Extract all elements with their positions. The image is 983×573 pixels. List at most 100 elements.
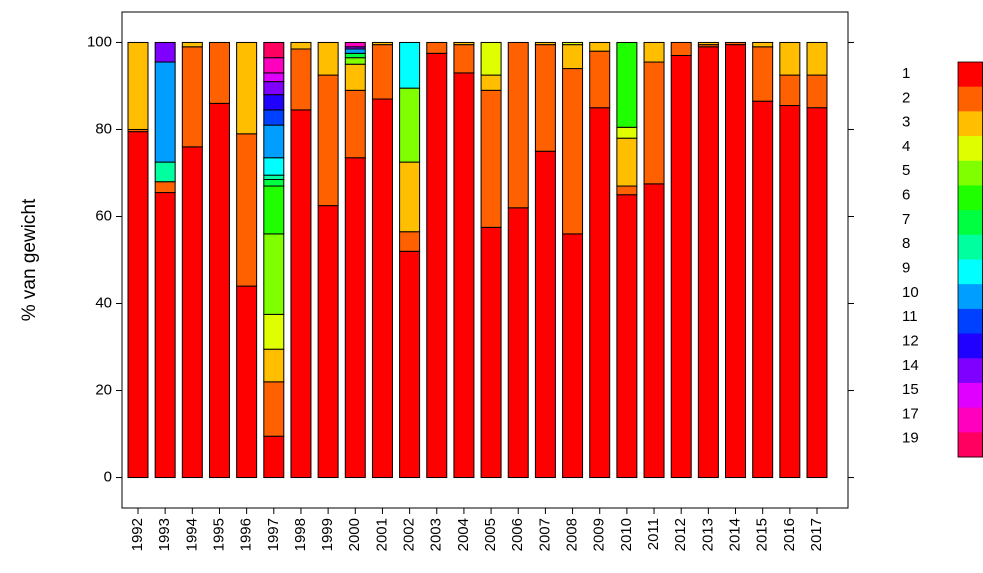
bar-segment <box>616 185 638 196</box>
legend-label: 1 <box>902 65 910 82</box>
y-tick-label: 40 <box>95 294 112 311</box>
legend-swatch <box>958 284 983 310</box>
y-tick-label: 80 <box>95 120 112 137</box>
bar-segment <box>643 41 665 63</box>
bar-segment <box>399 87 421 163</box>
x-tick-label: 1998 <box>292 518 309 551</box>
x-tick-label: 2012 <box>672 518 689 551</box>
bar-segment <box>507 207 529 479</box>
bar-segment <box>154 181 176 194</box>
bar-segment <box>725 44 747 479</box>
bar-segment <box>263 313 285 350</box>
bar-segment <box>263 109 285 126</box>
x-tick-label: 1992 <box>129 518 146 551</box>
bar-segment <box>263 41 285 59</box>
bar-segment <box>643 61 665 185</box>
x-tick-label: 2003 <box>428 518 445 551</box>
bar-segment <box>181 146 203 479</box>
bar-segment <box>154 161 176 183</box>
legend-swatch <box>958 382 983 409</box>
x-tick-label: 1993 <box>156 518 173 551</box>
bar-segment <box>317 74 339 207</box>
x-tick-label: 2006 <box>509 518 526 551</box>
x-tick-label: 1997 <box>265 518 282 551</box>
bar-segment <box>344 48 366 54</box>
bar-segment <box>317 41 339 76</box>
bar-segment <box>806 74 828 109</box>
bar-segment <box>344 63 366 91</box>
bar-segment <box>399 231 421 252</box>
bar-segment <box>480 74 502 91</box>
legend-label: 6 <box>902 187 910 204</box>
bar-segment <box>236 133 258 287</box>
bar-segment <box>236 41 258 135</box>
x-tick-label: 2016 <box>781 518 798 551</box>
legend-swatch <box>958 407 983 433</box>
y-tick-label: 0 <box>104 469 112 486</box>
bar-segment <box>344 157 366 479</box>
plot-frame <box>121 11 849 509</box>
bar-segment <box>589 107 611 479</box>
bar-segment <box>562 44 584 70</box>
bar-segment <box>725 41 747 46</box>
legend-label: 11 <box>902 308 918 325</box>
bar-segment <box>154 192 176 479</box>
x-tick-label: 2008 <box>564 518 581 551</box>
legend-swatch <box>958 308 983 335</box>
legend-label: 2 <box>902 89 910 106</box>
bar-segment <box>779 74 801 107</box>
legend-label: 9 <box>902 260 910 277</box>
bar-segment <box>752 46 774 102</box>
bar-segment <box>263 124 285 159</box>
x-tick-label: 2013 <box>699 518 716 551</box>
bar-segment <box>154 41 176 63</box>
bar-segment <box>127 41 149 130</box>
bar-segment <box>562 68 584 235</box>
x-tick-label: 2015 <box>754 518 771 551</box>
legend-label: 10 <box>902 284 919 301</box>
bar-segment <box>344 89 366 159</box>
bar-segment <box>263 72 285 83</box>
bar-segment <box>453 72 475 479</box>
x-tick-label: 1995 <box>210 518 227 551</box>
legend-label: 19 <box>902 430 919 447</box>
x-tick-label: 2002 <box>401 518 418 551</box>
bar-segment <box>154 61 176 163</box>
bar-segment <box>534 150 556 479</box>
legend-label: 17 <box>902 405 919 422</box>
bar-segment <box>263 57 285 74</box>
bar-segment <box>263 435 285 479</box>
x-tick-label: 2001 <box>373 518 390 551</box>
bar-segment <box>127 131 149 479</box>
bar-segment <box>181 46 203 148</box>
bar-segment <box>263 233 285 315</box>
x-tick-label: 2017 <box>808 518 825 551</box>
legend-swatch <box>958 432 983 458</box>
bar-segment <box>752 100 774 479</box>
bar-segment <box>263 94 285 111</box>
bar-segment <box>697 46 719 479</box>
bar-segment <box>263 157 285 176</box>
x-tick-label: 2007 <box>536 518 553 551</box>
bar-segment <box>806 41 828 76</box>
bar-segment <box>317 205 339 479</box>
x-tick-label: 1999 <box>319 518 336 551</box>
legend-swatch <box>958 210 983 236</box>
legend-label: 3 <box>902 114 910 131</box>
bar-segment <box>344 41 366 48</box>
bar-segment <box>779 105 801 479</box>
bar-segment <box>779 41 801 76</box>
legend-swatch <box>958 62 983 88</box>
bar-segment <box>643 183 665 479</box>
bar-segment <box>752 41 774 48</box>
bar-segment <box>426 41 448 54</box>
bar-segment <box>344 52 366 59</box>
x-tick-label: 2014 <box>726 518 743 551</box>
bar-segment <box>399 41 421 89</box>
legend-label: 15 <box>902 381 919 398</box>
bar-segment <box>616 137 638 187</box>
legend-label: 14 <box>902 357 919 374</box>
bar-segment <box>670 41 692 57</box>
bar-segment <box>697 41 719 46</box>
bar-segment <box>371 44 393 100</box>
